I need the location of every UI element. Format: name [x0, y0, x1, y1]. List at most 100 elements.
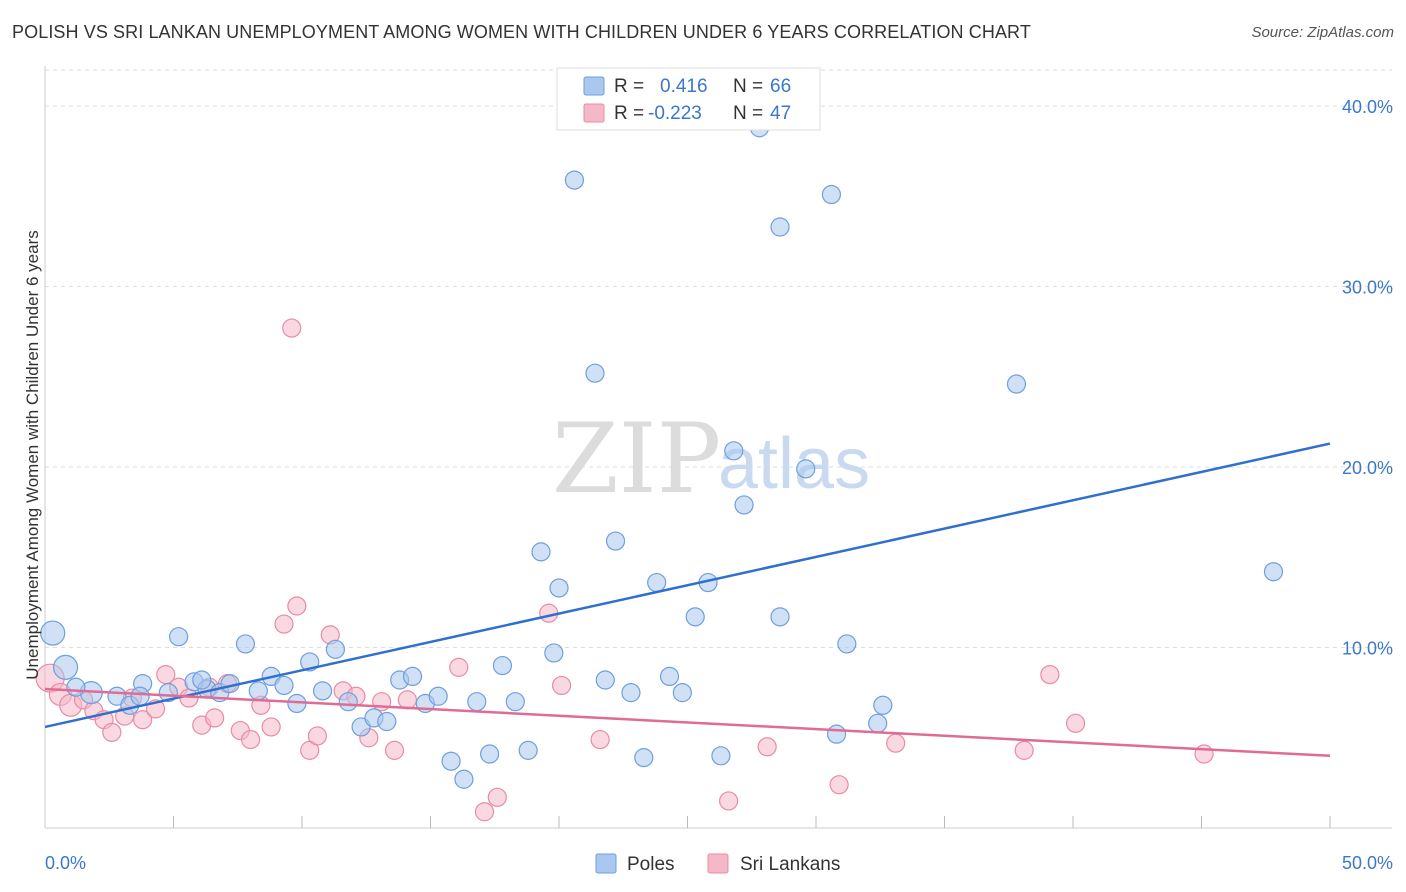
sri-lankans-point — [205, 708, 225, 728]
sri-lankans-point — [261, 717, 281, 737]
poles-point — [402, 666, 423, 687]
poles-point — [1006, 374, 1027, 394]
sri-lankans-point — [1065, 713, 1086, 733]
stats-legend-swatch-sri-lankans — [583, 103, 605, 123]
poles-point — [338, 692, 358, 712]
sri-lankans-point — [886, 733, 906, 753]
stats-legend-n-label: N = — [733, 103, 763, 124]
poles-point — [734, 495, 754, 515]
poles-point — [518, 740, 538, 760]
y-tick-label: 10.0% — [1342, 639, 1393, 659]
stats-legend-n-label: N = — [733, 76, 763, 97]
sri-lankans-point — [449, 657, 469, 677]
sri-lankans-point — [474, 802, 495, 822]
poles-point — [544, 643, 564, 663]
poles-point — [585, 363, 605, 383]
poles-point — [52, 654, 79, 680]
sri-lankans-point — [1040, 664, 1060, 685]
stats-legend-swatch-poles — [583, 76, 605, 96]
source-credit: Source: ZipAtlas.com — [1251, 24, 1394, 41]
poles-point — [325, 639, 346, 659]
stats-legend: R = 0.416 N = 66 R = -0.223 N = 47 — [556, 67, 821, 131]
poles-point — [672, 683, 692, 703]
stats-legend-r-value: -0.223 — [648, 103, 702, 124]
sri-lankans-point — [757, 737, 777, 757]
poles-point — [428, 686, 448, 706]
poles-point — [312, 681, 333, 701]
series-legend: Poles Sri Lankans — [595, 853, 840, 875]
y-axis-label: Unemployment Among Women with Children U… — [23, 230, 42, 679]
sri-lankans-point — [307, 726, 328, 746]
y-tick-label: 30.0% — [1342, 278, 1393, 298]
poles-point — [770, 607, 790, 627]
data-points — [35, 118, 1284, 822]
poles-point — [634, 748, 654, 768]
poles-point — [647, 572, 667, 593]
poles-point — [868, 713, 888, 733]
sri-lankans-point — [384, 740, 405, 760]
poles-point — [480, 744, 500, 764]
poles-point — [192, 670, 212, 690]
sri-lankans-point — [551, 675, 572, 696]
watermark-zip: ZIP — [552, 403, 721, 515]
poles-point — [796, 459, 816, 479]
poles-point — [441, 751, 461, 771]
y-tick-label: 20.0% — [1342, 458, 1393, 478]
stats-legend-n-value: 66 — [770, 76, 791, 97]
sri-lankans-point — [829, 775, 849, 795]
poles-point — [873, 695, 893, 715]
poles-point — [1263, 562, 1284, 582]
poles-point — [531, 542, 551, 562]
poles-point — [130, 686, 150, 706]
poles-point — [837, 634, 857, 654]
sri-lankans-point — [487, 787, 507, 807]
sri-lankans-point — [719, 791, 739, 811]
sri-lankans-point — [1014, 740, 1034, 760]
poles-point — [621, 683, 641, 703]
poles-point — [274, 675, 294, 696]
poles-point — [505, 692, 525, 712]
poles-point — [711, 746, 731, 766]
sri-lankans-point — [590, 729, 610, 750]
axes: 0.0% 50.0% — [44, 66, 1393, 873]
watermark: ZIP atlas — [552, 403, 870, 515]
poles-point — [377, 711, 397, 732]
sri-lankans-point — [397, 690, 417, 710]
sri-lankans-point — [282, 318, 302, 338]
poles-point — [40, 620, 66, 646]
legend-swatch-sri-lankans — [707, 853, 729, 874]
poles-point — [235, 634, 256, 654]
poles-point — [826, 724, 847, 744]
poles-point — [169, 627, 189, 647]
poles-trend-line — [44, 442, 1331, 729]
y-tick-label: 40.0% — [1342, 97, 1393, 117]
stats-legend-r-label: R = — [614, 76, 644, 97]
sri-lankans-point — [287, 596, 307, 616]
poles-point — [685, 607, 705, 627]
trend-lines — [44, 442, 1331, 758]
stats-legend-r-value: 0.416 — [660, 76, 708, 97]
poles-point — [770, 217, 790, 237]
stats-legend-n-value: 47 — [770, 103, 791, 124]
poles-point — [605, 531, 626, 551]
chart-title: POLISH VS SRI LANKAN UNEMPLOYMENT AMONG … — [12, 22, 1031, 42]
poles-point — [564, 170, 585, 190]
poles-point — [454, 769, 474, 789]
poles-point — [659, 666, 680, 687]
poles-point — [595, 670, 615, 690]
sri-lankans-point — [241, 729, 261, 750]
x-tick-label: 0.0% — [45, 853, 86, 873]
poles-point — [467, 692, 487, 712]
sri-lankans-point — [133, 710, 153, 730]
watermark-atlas: atlas — [718, 424, 870, 504]
poles-point — [158, 683, 178, 703]
sri-lankans-point — [102, 722, 122, 742]
legend-swatch-poles — [595, 853, 617, 874]
poles-point — [724, 441, 744, 461]
poles-point — [248, 681, 268, 701]
stats-legend-r-label: R = — [614, 103, 644, 124]
poles-point — [492, 655, 513, 676]
legend-label-sri-lankans: Sri Lankans — [740, 854, 840, 875]
x-tick-label: 50.0% — [1342, 853, 1393, 873]
